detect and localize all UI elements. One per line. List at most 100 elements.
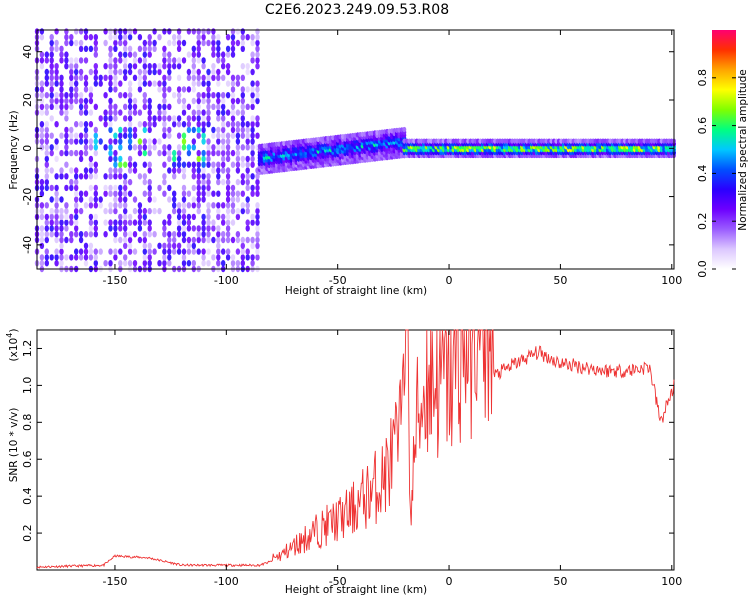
heatmap-cell (54, 202, 59, 209)
heatmap-cell (230, 202, 236, 209)
heatmap-cell (186, 115, 192, 122)
heatmap-cell (103, 28, 108, 35)
heatmap-cell (54, 196, 59, 203)
heatmap-cell (64, 184, 69, 192)
heatmap-cell (206, 80, 211, 87)
heatmap-cell (147, 126, 152, 134)
heatmap-cell (54, 190, 59, 197)
heatmap-cell (44, 184, 49, 192)
heatmap-cell (39, 57, 45, 64)
heatmap-cell (211, 62, 216, 70)
heatmap-cell (132, 161, 138, 168)
heatmap-cell (108, 167, 113, 174)
heatmap-cell (225, 80, 231, 87)
heatmap-cell (250, 138, 255, 145)
heatmap-cell (103, 62, 108, 70)
heatmap-cell (93, 45, 99, 52)
heatmap-cell (49, 219, 54, 226)
heatmap-cell (206, 202, 211, 209)
heatmap-cell (172, 167, 177, 174)
heatmap-cell (225, 213, 231, 221)
heatmap-cell (206, 260, 211, 267)
heatmap-cell (221, 161, 226, 168)
heatmap-cell (142, 97, 147, 105)
heatmap-cell (255, 57, 260, 64)
heatmap-cell (83, 144, 89, 151)
heatmap-cell (240, 144, 245, 151)
heatmap-cell (127, 219, 133, 226)
heatmap-cell (123, 74, 128, 82)
heatmap-cell (206, 184, 211, 192)
heatmap-cell (64, 92, 69, 99)
heatmap-cell (127, 68, 133, 76)
heatmap-cell (167, 213, 172, 221)
heatmap-cell (49, 132, 54, 139)
heatmap-cell (142, 207, 147, 215)
heatmap-cell (211, 74, 216, 82)
heatmap-cell (230, 39, 236, 47)
heatmap-cell (69, 62, 74, 70)
heatmap-cell (221, 74, 226, 82)
heatmap-cell (93, 260, 99, 267)
heatmap-cell (245, 184, 250, 192)
heatmap-cell (88, 121, 94, 128)
heatmap-cell (118, 190, 123, 197)
heatmap-cell (240, 121, 245, 128)
heatmap-cell (74, 248, 79, 255)
heatmap-cell (196, 74, 201, 82)
heatmap-cell (196, 121, 201, 128)
heatmap-cell (230, 161, 236, 168)
heatmap-cell (69, 167, 74, 174)
heatmap-cell (225, 34, 231, 41)
heatmap-cell (142, 57, 147, 64)
heatmap-cell (88, 68, 94, 76)
heatmap-cell (74, 207, 79, 215)
heatmap-cell (118, 138, 123, 145)
heatmap-cell (172, 39, 177, 47)
heatmap-cell (44, 121, 49, 128)
heatmap-cell (54, 62, 59, 70)
heatmap-cell (108, 74, 113, 82)
heatmap-cell (127, 28, 133, 35)
heatmap-cell (225, 144, 231, 151)
colorbar-tick-label: 0.2 (696, 212, 709, 230)
heatmap-cell (211, 126, 216, 134)
heatmap-cell (230, 45, 236, 52)
heatmap-cell (78, 231, 84, 238)
heatmap-cell (88, 196, 94, 203)
heatmap-cell (191, 173, 196, 180)
heatmap-cell (39, 92, 45, 99)
heatmap-cell (162, 115, 167, 122)
heatmap-cell (93, 173, 99, 180)
heatmap-cell (108, 144, 113, 151)
heatmap-cell (211, 254, 216, 261)
heatmap-cell (230, 190, 236, 197)
heatmap-cell (191, 167, 196, 174)
heatmap-cell (162, 86, 167, 93)
heatmap-cell (162, 132, 167, 139)
heatmap-cell (39, 242, 45, 249)
heatmap-cell (39, 86, 45, 93)
heatmap-cell (225, 62, 231, 70)
heatmap-cell (113, 225, 118, 232)
heatmap-cell (64, 34, 69, 41)
heatmap-cell (206, 207, 211, 215)
heatmap-cell (181, 132, 187, 139)
heatmap-cell (191, 28, 196, 35)
heatmap-cell (186, 225, 192, 232)
heatmap-cell (162, 149, 167, 157)
heatmap-cell (49, 149, 54, 157)
heatmap-cell (44, 155, 49, 163)
heatmap-cell (216, 80, 221, 87)
heatmap-cell (216, 248, 221, 255)
heatmap-cell (162, 225, 167, 232)
heatmap-cell (167, 51, 172, 58)
heatmap-cell (69, 126, 74, 134)
heatmap-cell (181, 202, 187, 209)
heatmap-cell (245, 155, 250, 163)
heatmap-cell (245, 173, 250, 180)
heatmap-cell (152, 115, 157, 122)
heatmap-cell (69, 103, 74, 111)
x-tick-label: 100 (661, 274, 682, 287)
